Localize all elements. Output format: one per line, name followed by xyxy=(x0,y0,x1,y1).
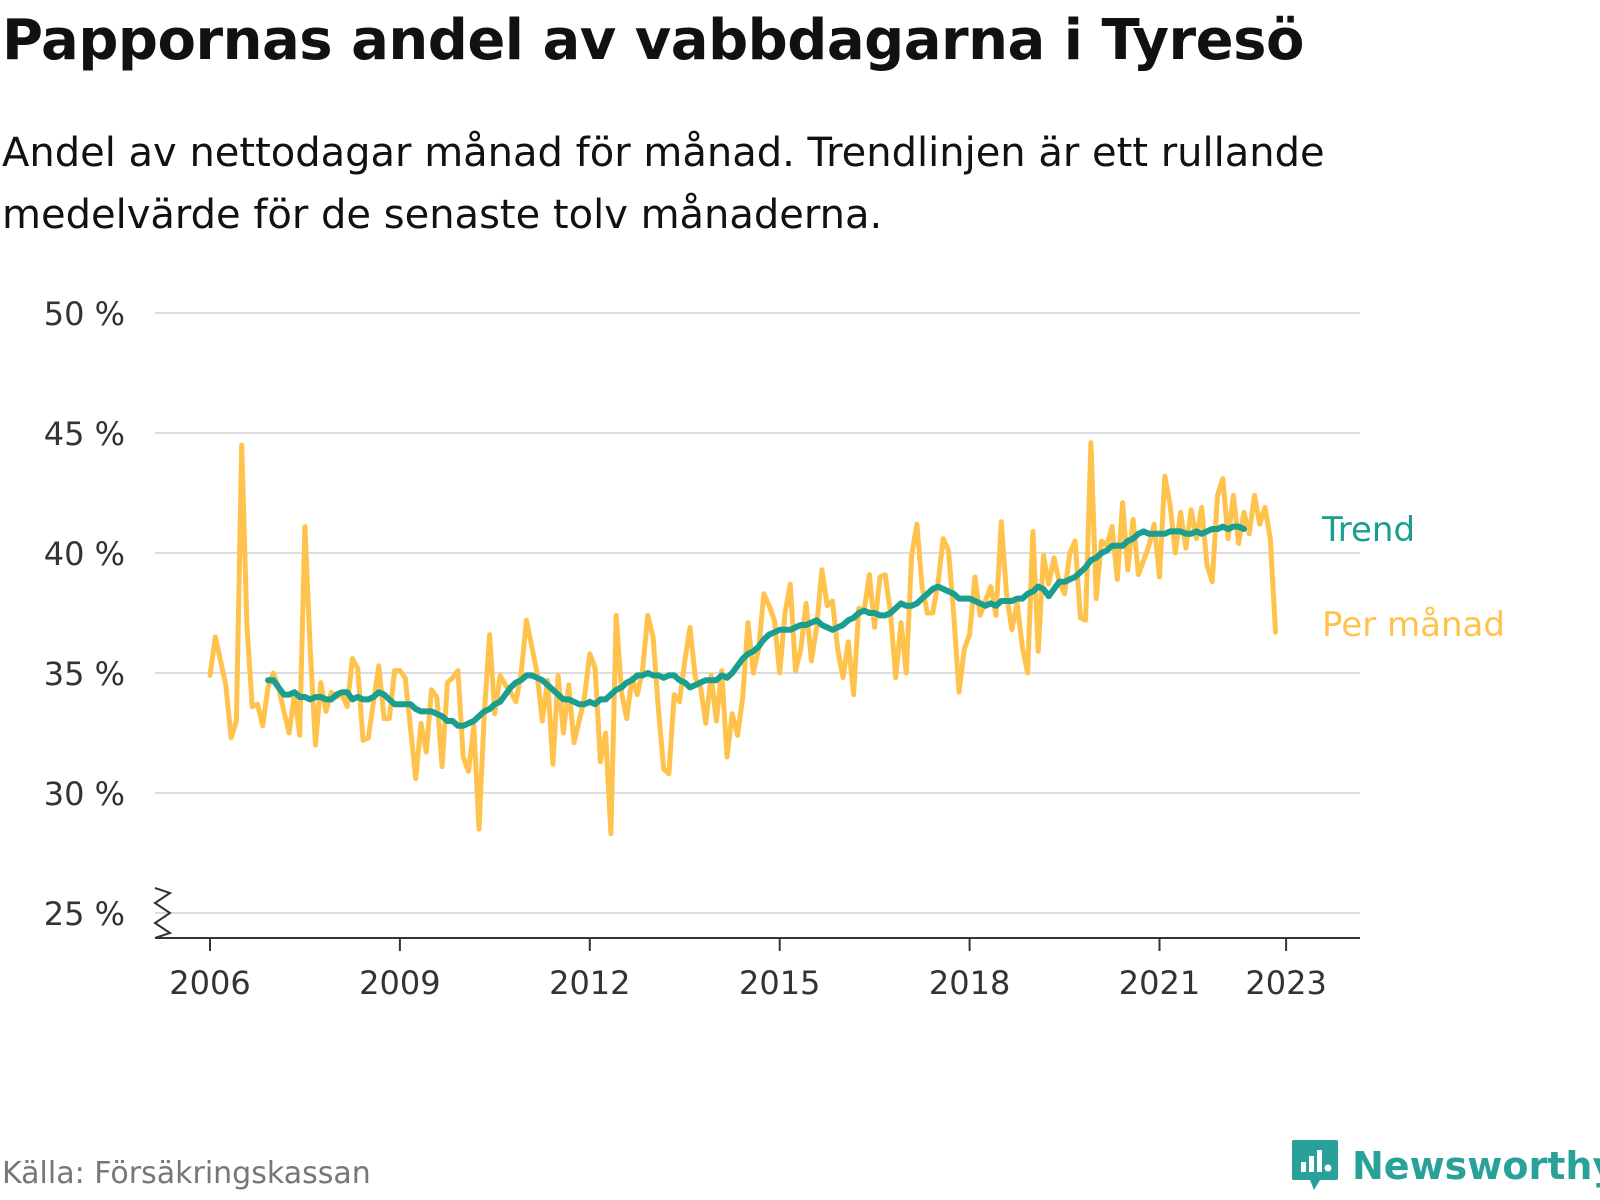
source-note: Källa: Försäkringskassan xyxy=(2,1156,371,1191)
y-tick-label: 35 % xyxy=(44,655,125,693)
x-tick-label: 2018 xyxy=(929,964,1010,1002)
chart-subtitle: Andel av nettodagar månad för månad. Tre… xyxy=(2,130,1325,238)
x-tick-label: 2012 xyxy=(549,964,630,1002)
x-tick-label: 2021 xyxy=(1119,964,1200,1002)
x-tick-label: 2015 xyxy=(739,964,820,1002)
brand-name: Newsworthy xyxy=(1352,1144,1600,1188)
brand-logo: Newsworthy xyxy=(1290,1138,1600,1194)
y-tick-label: 40 % xyxy=(44,535,125,573)
gridlines xyxy=(155,312,1360,914)
y-axis-tick-labels: 25 % 30 % 35 % 40 % 45 % 50 % xyxy=(44,295,173,939)
y-tick-label: 25 % xyxy=(44,895,125,933)
x-tick-label: 2006 xyxy=(169,964,250,1002)
series-line-per-manad xyxy=(207,440,1278,837)
series-line-trend xyxy=(265,523,1247,729)
y-tick-label: 50 % xyxy=(44,295,125,333)
series-label-trend: Trend xyxy=(1321,510,1415,550)
series-end-labels: Trend Per månad xyxy=(1321,510,1505,645)
bar-chart-speech-bubble-icon xyxy=(1292,1140,1338,1190)
y-tick-label: 30 % xyxy=(44,775,125,813)
chart-title: Pappornas andel av vabbdagarna i Tyresö xyxy=(2,8,1304,73)
axis-break-mark xyxy=(153,887,173,939)
x-tick-label: 2023 xyxy=(1245,964,1326,1002)
x-tick-label: 2009 xyxy=(359,964,440,1002)
y-tick-label: 45 % xyxy=(44,415,125,453)
series-label-per-manad: Per månad xyxy=(1322,605,1505,645)
x-axis: 2006 2009 2012 2015 2018 2021 2023 xyxy=(155,937,1360,1002)
series-lines xyxy=(207,440,1278,837)
